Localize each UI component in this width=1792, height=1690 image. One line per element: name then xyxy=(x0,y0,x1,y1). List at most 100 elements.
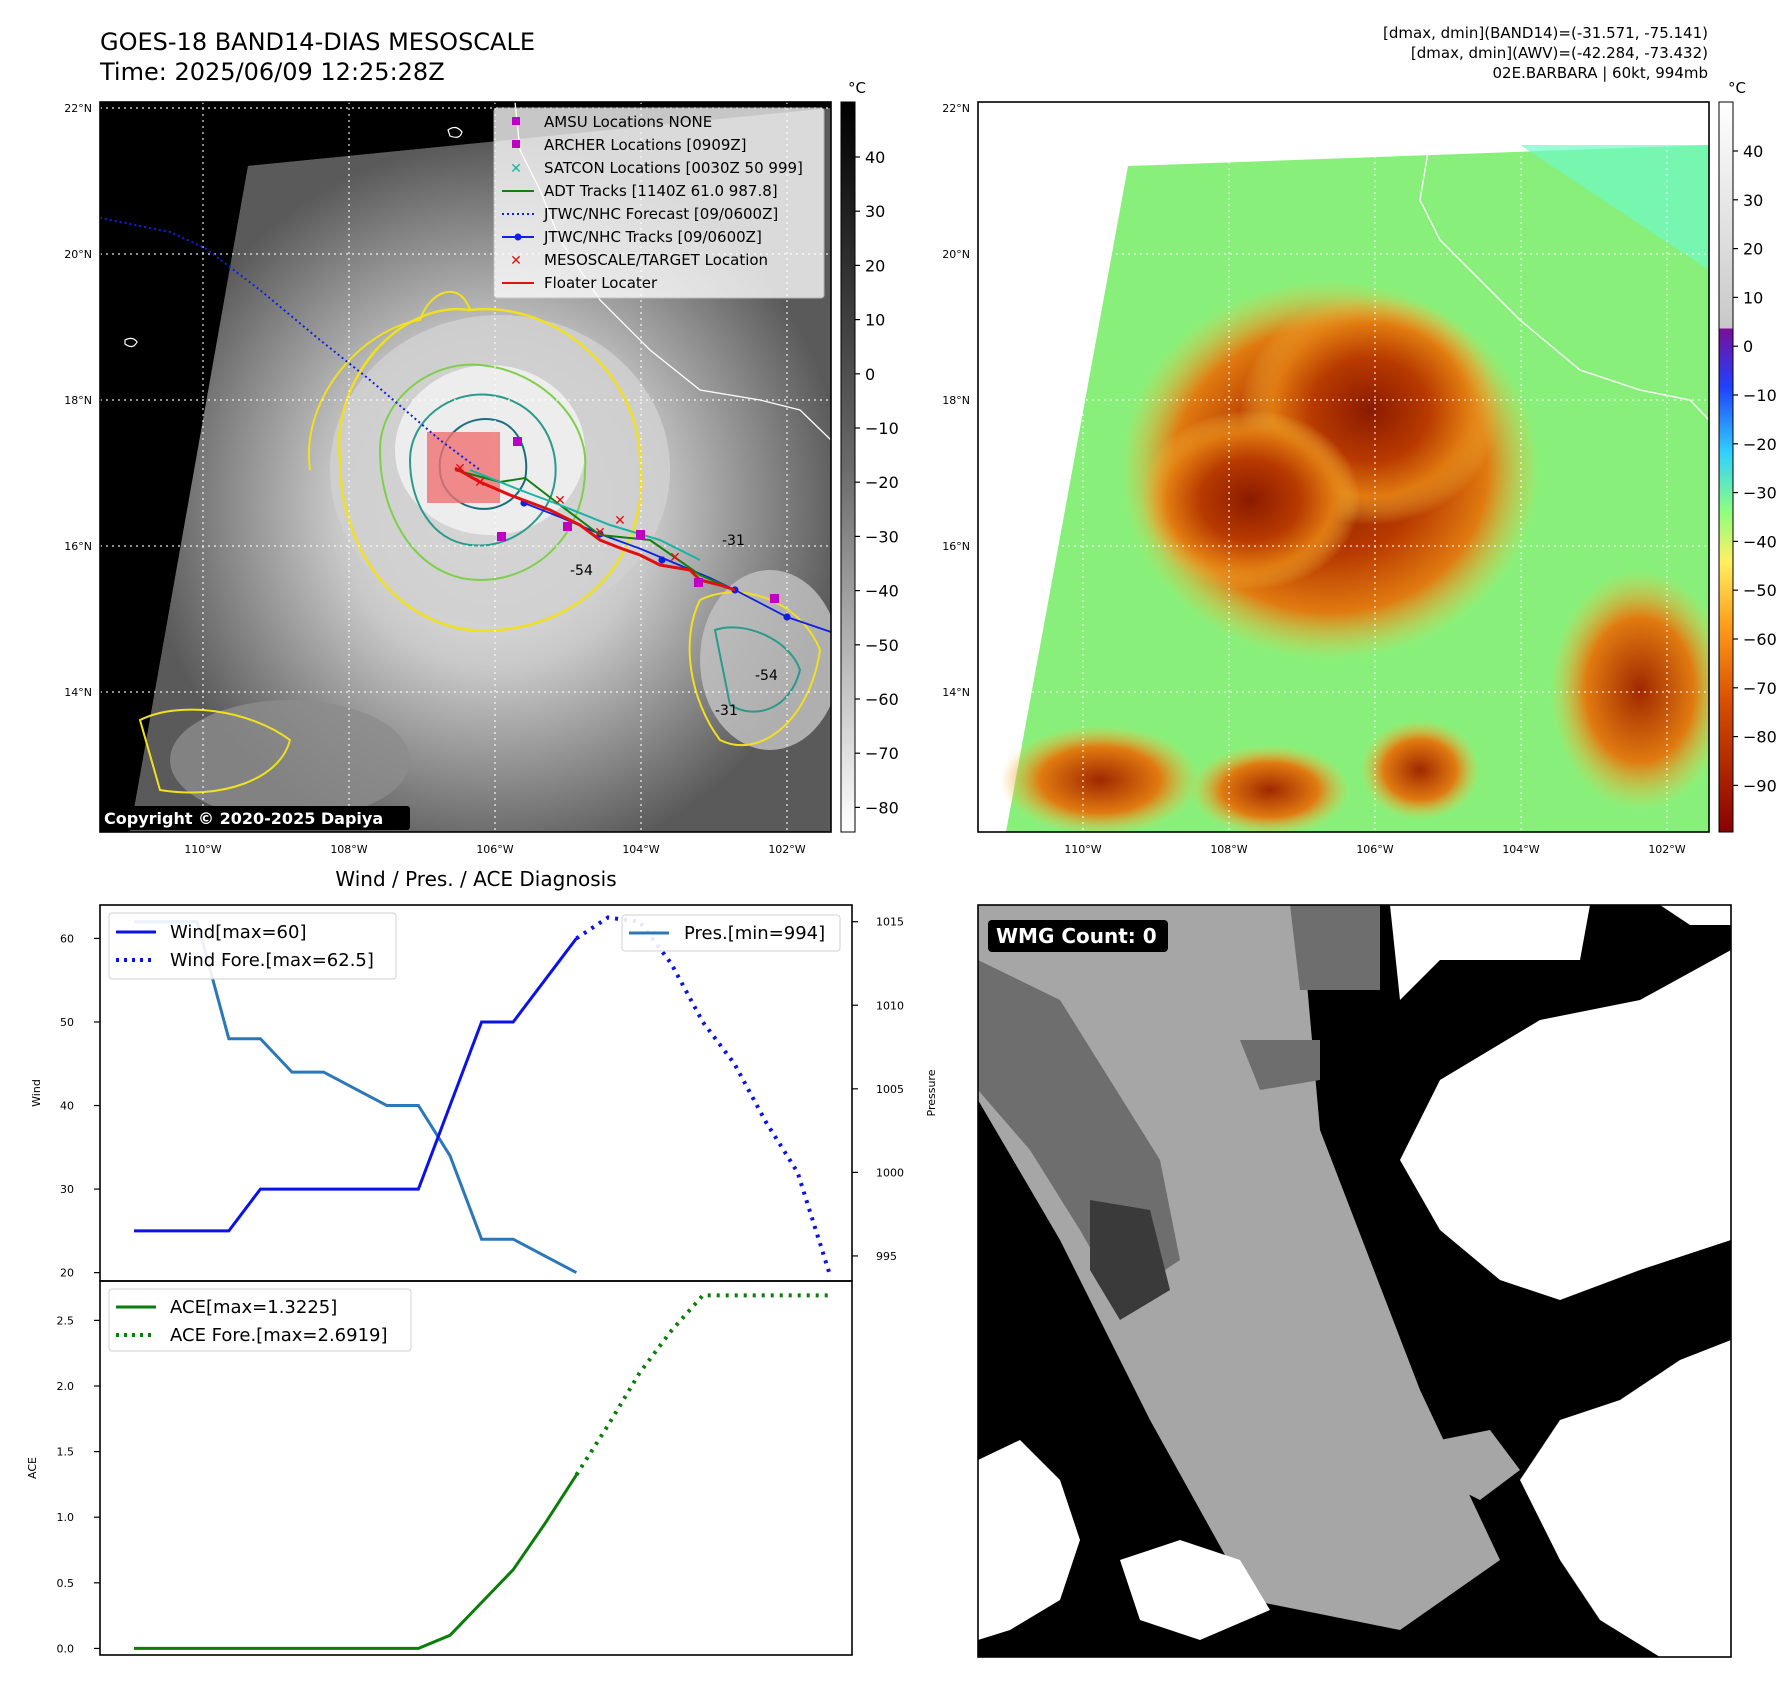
svg-text:104°W: 104°W xyxy=(1502,843,1539,856)
svg-text:18°N: 18°N xyxy=(942,394,970,407)
svg-text:106°W: 106°W xyxy=(1356,843,1393,856)
wind-ylabel: Wind xyxy=(30,1079,43,1107)
svg-text:✕: ✕ xyxy=(510,161,522,177)
ace-panel: 2.5 2.0 1.5 1.0 0.5 0.0 ACE ACE[max=1.3225] A… xyxy=(26,1280,853,1656)
svg-text:✕: ✕ xyxy=(594,525,606,541)
legend-archer: ARCHER Locations [0909Z] xyxy=(544,136,747,154)
colorbar-tick-label: −60 xyxy=(865,690,899,709)
info-awv: [dmax, dmin](AWV)=(-42.284, -73.432) xyxy=(1411,44,1708,62)
legend-ace-fore: ACE Fore.[max=2.6919] xyxy=(170,1325,388,1346)
colorbar-tick-label: −50 xyxy=(1743,581,1777,600)
legend-satcon: SATCON Locations [0030Z 50 999] xyxy=(544,159,803,177)
gray-colorbar: °C 40 30 20 10 0 −10 −20 −30 −40 −50 −60 −70 −80 xyxy=(840,79,899,833)
svg-text:102°W: 102°W xyxy=(1648,843,1685,856)
ace-tick-label: 1.5 xyxy=(57,1446,75,1459)
pressure-tick-label: 1000 xyxy=(876,1166,904,1179)
colorbar-tick-label: 10 xyxy=(865,311,885,330)
svg-text:20°N: 20°N xyxy=(942,248,970,261)
legend-floater: Floater Locater xyxy=(544,274,658,292)
ace-ylabel: ACE xyxy=(26,1457,39,1479)
colorbar-tick-label: 20 xyxy=(865,256,885,275)
legend-adt: ADT Tracks [1140Z 61.0 987.8] xyxy=(544,182,778,200)
colorbar-tick-label: −20 xyxy=(1743,435,1777,454)
svg-text:110°W: 110°W xyxy=(184,843,221,856)
svg-text:✕: ✕ xyxy=(474,475,486,491)
map1-lon-labels: 110°W 108°W 106°W 104°W 102°W xyxy=(184,843,805,856)
legend-ace: ACE[max=1.3225] xyxy=(170,1297,337,1318)
svg-text:110°W: 110°W xyxy=(1064,843,1101,856)
legend-pressure: Pres.[min=994] xyxy=(684,923,825,944)
colorbar-tick-label: −40 xyxy=(865,582,899,601)
colorbar-tick-label: −90 xyxy=(1743,776,1777,795)
ace-line xyxy=(134,1474,578,1650)
svg-text:✕: ✕ xyxy=(669,550,681,566)
colorbar-tick-label: 10 xyxy=(1743,288,1763,307)
svg-text:✕: ✕ xyxy=(554,493,566,509)
svg-text:✕: ✕ xyxy=(614,513,626,529)
pressure-tick-label: 1010 xyxy=(876,999,904,1012)
colorbar-tick-label: −80 xyxy=(865,798,899,817)
wind-tick-label: 50 xyxy=(60,1016,74,1029)
pressure-tick-label: 1005 xyxy=(876,1083,904,1096)
colorbar-tick-label: 30 xyxy=(865,202,885,221)
legend-wind: Wind[max=60] xyxy=(170,922,307,943)
wind-pressure-panel: 60 50 40 30 20 1015 1010 1005 1000 995 Wind Pres… xyxy=(30,904,938,1282)
svg-text:20°N: 20°N xyxy=(64,248,92,261)
figure-title: GOES-18 BAND14-DIAS MESOSCALE xyxy=(100,28,535,56)
figure-time: Time: 2025/06/09 12:25:28Z xyxy=(99,58,445,86)
colorbar-tick-label: 20 xyxy=(1743,240,1763,259)
contour-label: -31 xyxy=(715,703,738,719)
wmg-panel: WMG Count: 0 xyxy=(977,904,1732,1658)
wmg-count: WMG Count: 0 xyxy=(996,924,1157,948)
pressure-tick-label: 995 xyxy=(876,1250,897,1263)
pressure-tick-label: 1015 xyxy=(876,916,904,929)
color-colorbar: °C 40 30 20 10 0 −10 −20 −30 −40 −50 −60 −70 −80 −90 xyxy=(1718,79,1777,833)
mesoscale-box xyxy=(427,432,500,503)
wind-forecast-line xyxy=(575,915,832,1274)
ace-tick-label: 2.0 xyxy=(57,1380,75,1393)
svg-text:14°N: 14°N xyxy=(942,686,970,699)
svg-text:18°N: 18°N xyxy=(64,394,92,407)
colorbar-tick-label: −30 xyxy=(1743,484,1777,503)
svg-text:16°N: 16°N xyxy=(942,540,970,553)
colorbar-tick-label: −70 xyxy=(865,744,899,763)
contour-label: -54 xyxy=(570,563,593,579)
ace-forecast-line xyxy=(574,1293,830,1476)
legend-amsu: AMSU Locations NONE xyxy=(544,113,712,131)
info-band14: [dmax, dmin](BAND14)=(-31.571, -75.141) xyxy=(1383,24,1708,42)
colorbar-tick-label: 0 xyxy=(865,365,875,384)
svg-text:14°N: 14°N xyxy=(64,686,92,699)
copyright-text: Copyright © 2020-2025 Dapiya xyxy=(104,809,383,828)
ace-tick-label: 2.5 xyxy=(57,1314,75,1327)
ace-tick-label: 1.0 xyxy=(57,1511,75,1524)
legend-wind-fore: Wind Fore.[max=62.5] xyxy=(170,950,374,971)
colorbar-tick-label: −30 xyxy=(865,527,899,546)
contour-label: -54 xyxy=(755,668,778,684)
svg-text:102°W: 102°W xyxy=(768,843,805,856)
map2-lat-labels: 22°N 20°N 18°N 16°N 14°N xyxy=(942,102,970,699)
svg-text:✕: ✕ xyxy=(454,461,466,477)
map1-lat-labels: 22°N 20°N 18°N 16°N 14°N xyxy=(64,102,92,699)
wind-tick-label: 60 xyxy=(60,932,74,945)
pressure-ylabel: Pressure xyxy=(925,1069,938,1116)
colorbar-tick-label: −50 xyxy=(865,636,899,655)
legend-jtwc-tracks: JTWC/NHC Tracks [09/0600Z] xyxy=(543,228,762,246)
colorbar-tick-label: −20 xyxy=(865,473,899,492)
map2-lon-labels: 110°W 108°W 106°W 104°W 102°W xyxy=(1064,843,1685,856)
colorbar-tick-label: 40 xyxy=(1743,142,1763,161)
colorbar-tick-label: −10 xyxy=(865,419,899,438)
ir-color-map xyxy=(977,101,1710,833)
ace-tick-label: 0.0 xyxy=(57,1642,75,1655)
svg-text:106°W: 106°W xyxy=(476,843,513,856)
contour-label: -31 xyxy=(722,533,745,549)
wind-tick-label: 40 xyxy=(60,1100,74,1113)
svg-text:104°W: 104°W xyxy=(622,843,659,856)
svg-text:22°N: 22°N xyxy=(942,102,970,115)
colorbar-tick-label: −80 xyxy=(1743,728,1777,747)
gray-colorbar-unit: °C xyxy=(848,79,866,97)
svg-text:✕: ✕ xyxy=(510,253,522,269)
wind-tick-label: 30 xyxy=(60,1183,74,1196)
legend-forecast: JTWC/NHC Forecast [09/0600Z] xyxy=(543,205,778,223)
legend-target: MESOSCALE/TARGET Location xyxy=(544,251,768,269)
